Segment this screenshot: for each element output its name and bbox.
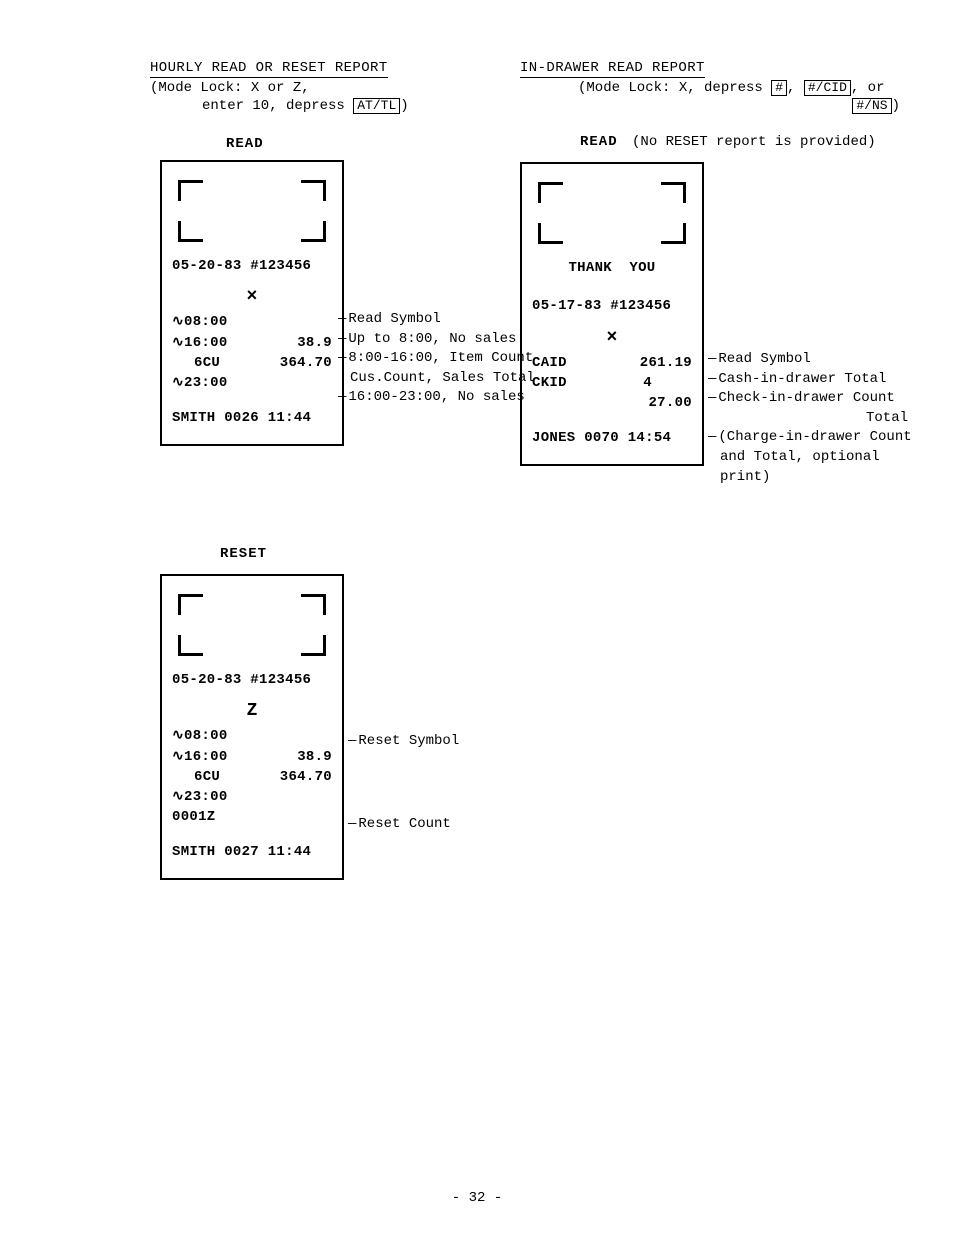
read-line2a: ∿16:00 [172, 333, 228, 353]
reset-footer: SMITH 0027 11:44 [172, 842, 332, 862]
hash-cid-key: #/CID [804, 80, 851, 96]
reset-line4: ∿23:00 [172, 787, 332, 807]
drawer-note1-mid: , [787, 80, 804, 96]
mode-lock-note-2: enter 10, depress AT/TL) [150, 98, 550, 114]
drawer-no-reset-note: (No RESET report is provided) [632, 134, 876, 150]
drawer-note1-pre: (Mode Lock: X, depress [578, 80, 771, 96]
reset-receipt: 05-20-83 #123456 Z ∿08:00 ∿16:00 38.9 6CU… [160, 574, 344, 880]
at-tl-key: AT/TL [353, 98, 400, 114]
drawer-caid-val: 261.19 [640, 353, 692, 373]
in-drawer-title: IN-DRAWER READ REPORT [520, 60, 705, 78]
logo-placeholder-2 [172, 594, 332, 656]
reset-line3b: 364.70 [280, 767, 332, 787]
callout-reset-count: Reset Count [348, 815, 459, 835]
read-line3a: 6CU [172, 353, 220, 373]
callout-item-count: 8:00-16:00, Item Count [338, 349, 535, 369]
callout-total: Total [708, 409, 938, 429]
reset-symbol: Z [172, 698, 332, 724]
drawer-ckid-val: 4 [643, 373, 692, 393]
drawer-footer: JONES 0070 14:54 [532, 428, 692, 448]
drawer-ckid-label: CKID [532, 373, 567, 393]
drawer-callouts: Read Symbol Cash-in-drawer Total Check-i… [708, 350, 938, 487]
drawer-symbol: × [532, 325, 692, 351]
reset-label: RESET [220, 546, 550, 562]
drawer-thank-you: THANK YOU [532, 258, 692, 278]
reset-line2b: 38.9 [297, 747, 332, 767]
hash-ns-key: #/NS [852, 98, 891, 114]
read-line2b: 38.9 [297, 333, 332, 353]
read-line1: ∿08:00 [172, 312, 332, 332]
read-symbol: × [172, 284, 332, 310]
logo-placeholder [172, 180, 332, 242]
read-line3b: 364.70 [280, 353, 332, 373]
reset-zcount: 0001Z [172, 807, 332, 827]
reset-callouts: Reset Symbol Reset Count [348, 732, 459, 835]
hourly-report-title: HOURLY READ OR RESET REPORT [150, 60, 388, 78]
drawer-caid-label: CAID [532, 353, 567, 373]
drawer-date-id: 05-17-83 #123456 [532, 296, 692, 316]
mode-lock-note-1: (Mode Lock: X or Z, [150, 80, 550, 96]
reset-line2a: ∿16:00 [172, 747, 228, 767]
read-receipt: 05-20-83 #123456 × ∿08:00 ∿16:00 38.9 6CU… [160, 160, 344, 446]
read-footer: SMITH 0026 11:44 [172, 408, 332, 428]
callout-charge-count: (Charge-in-drawer Count [708, 428, 938, 448]
drawer-receipt: THANK YOU 05-17-83 #123456 × CAID261.19 … [520, 162, 704, 466]
logo-placeholder-3 [532, 182, 692, 244]
note2-post: ) [400, 98, 408, 114]
callout-reset-symbol: Reset Symbol [348, 732, 459, 752]
drawer-note1: (Mode Lock: X, depress #, #/CID, or [520, 80, 920, 96]
callout-cash-total: Cash-in-drawer Total [708, 370, 938, 390]
callout-no-sales-23: 16:00-23:00, No sales [338, 388, 535, 408]
drawer-ckid-total: 27.00 [648, 393, 692, 413]
drawer-note2-tail: ) [892, 98, 900, 114]
read-date-id: 05-20-83 #123456 [172, 256, 332, 276]
callout-charge-total: and Total, optional print) [708, 448, 938, 487]
page-number: - 32 - [0, 1190, 954, 1206]
drawer-read-label: READ [580, 134, 618, 150]
note2-pre: enter 10, depress [202, 98, 353, 114]
reset-date-id: 05-20-83 #123456 [172, 670, 332, 690]
callout-cus-count: Cus.Count, Sales Total [338, 369, 535, 389]
read-line4: ∿23:00 [172, 373, 332, 393]
callout-check-count: Check-in-drawer Count [708, 389, 938, 409]
callout-no-sales-8: Up to 8:00, No sales [338, 330, 535, 350]
drawer-note1-post: , or [851, 80, 885, 96]
reset-line1: ∿08:00 [172, 726, 332, 746]
callout-drawer-read-symbol: Read Symbol [708, 350, 938, 370]
hash-key: # [771, 80, 787, 96]
callout-read-symbol: Read Symbol [338, 310, 535, 330]
read-label: READ [226, 136, 550, 152]
drawer-note2: #/NS) [520, 98, 920, 114]
drawer-read-line: READ (No RESET report is provided) [580, 134, 920, 150]
read-callouts: Read Symbol Up to 8:00, No sales 8:00-16… [338, 310, 535, 408]
reset-line3a: 6CU [172, 767, 220, 787]
